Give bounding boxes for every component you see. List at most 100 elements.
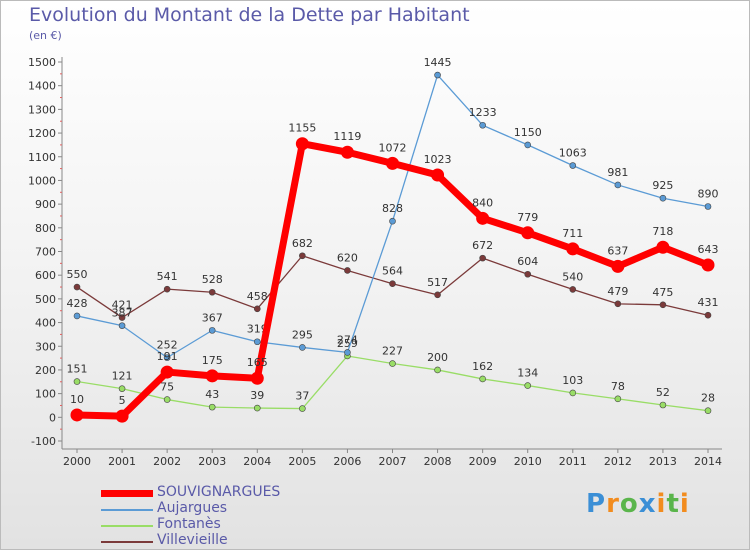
data-label: 479 (607, 285, 628, 298)
x-tick-label: 2011 (559, 455, 587, 468)
data-label: 1445 (424, 56, 452, 69)
data-point (118, 385, 126, 392)
y-tick-label: 500 (35, 293, 56, 306)
data-label: 1155 (288, 122, 316, 135)
data-point (70, 408, 84, 422)
data-point (566, 242, 580, 256)
data-label: 103 (562, 374, 583, 387)
data-label: 840 (472, 196, 493, 209)
data-label: 925 (652, 179, 673, 192)
data-label: 718 (652, 225, 673, 238)
y-tick-label: -100 (31, 435, 56, 448)
data-point (344, 349, 351, 356)
x-tick-label: 2012 (604, 455, 632, 468)
legend-swatch-fontanes (101, 525, 153, 527)
data-point (340, 145, 354, 159)
data-label: 28 (701, 392, 715, 405)
data-label: 43 (205, 388, 219, 401)
data-point (656, 240, 670, 254)
logo-letter: t (666, 489, 680, 519)
data-point (479, 254, 486, 262)
chart-subtitle: (en €) (29, 29, 62, 42)
data-point (476, 211, 490, 225)
data-label: 475 (652, 286, 673, 299)
x-tick-label: 2000 (63, 455, 91, 468)
data-label: 1150 (514, 126, 542, 139)
data-point (614, 181, 622, 189)
data-label: 175 (202, 354, 223, 367)
x-tick-label: 2006 (333, 455, 361, 468)
data-label: 387 (112, 307, 133, 320)
data-label: 682 (292, 237, 313, 250)
data-label: 1119 (333, 130, 361, 143)
data-point (163, 285, 171, 293)
data-label: 637 (607, 244, 628, 257)
data-point (434, 366, 441, 374)
proxiti-logo: Proxiti (586, 489, 690, 519)
data-label: 165 (247, 356, 268, 369)
data-point (163, 396, 171, 403)
data-point (208, 327, 216, 334)
chart-title: Evolution du Montant de la Dette par Hab… (29, 4, 470, 26)
data-point (389, 217, 396, 225)
y-tick-label: 0 (49, 411, 56, 424)
y-tick-label: 300 (35, 340, 56, 353)
legend-swatch-villevieille (101, 541, 153, 543)
data-label: 162 (472, 360, 493, 373)
series-line (76, 74, 709, 359)
x-tick-label: 2014 (694, 455, 722, 468)
data-label: 52 (656, 386, 670, 399)
data-point (389, 280, 396, 288)
x-tick-label: 2007 (379, 455, 407, 468)
data-label: 431 (698, 296, 719, 309)
data-point (253, 305, 261, 313)
data-point (73, 378, 81, 385)
logo-letter: o (619, 489, 639, 519)
y-tick-label: 100 (35, 388, 56, 401)
data-point (115, 409, 129, 423)
data-label: 604 (517, 255, 538, 268)
data-label: 78 (611, 380, 625, 393)
data-label: 5 (119, 394, 126, 407)
data-label: 151 (67, 363, 88, 376)
data-label: 39 (250, 389, 264, 402)
data-point (250, 371, 264, 385)
x-tick-label: 2013 (649, 455, 677, 468)
data-point (704, 203, 712, 210)
legend-label-souvignargues: SOUVIGNARGUES (157, 484, 281, 500)
data-point (614, 300, 622, 308)
data-point (569, 162, 577, 169)
data-label: 1023 (424, 153, 452, 166)
data-point (701, 258, 715, 272)
logo-letter: P (586, 489, 607, 519)
data-point (569, 389, 577, 397)
data-point (118, 314, 126, 321)
data-point (659, 401, 667, 409)
data-point (299, 405, 306, 412)
x-tick-label: 2002 (153, 455, 181, 468)
x-tick-label: 2004 (243, 455, 271, 468)
data-label: 295 (292, 328, 313, 341)
data-point (479, 375, 486, 383)
data-label: 550 (67, 268, 88, 281)
y-tick-label: 700 (35, 246, 56, 259)
data-label: 367 (202, 311, 223, 324)
y-tick-label: 1000 (28, 174, 56, 187)
legend-swatch-souvignargues (101, 490, 153, 497)
data-point (208, 288, 216, 296)
data-label: 252 (157, 339, 178, 352)
data-label: 200 (427, 351, 448, 364)
data-label: 227 (382, 345, 403, 358)
data-point (386, 156, 399, 170)
data-point (253, 404, 261, 412)
data-point (521, 226, 535, 240)
x-tick-label: 2010 (514, 455, 542, 468)
x-tick-label: 2009 (469, 455, 497, 468)
data-label: 191 (157, 350, 178, 363)
x-tick-label: 2001 (108, 455, 136, 468)
data-label: 428 (67, 297, 88, 310)
logo-letter: i (656, 489, 667, 519)
data-point (431, 168, 445, 182)
